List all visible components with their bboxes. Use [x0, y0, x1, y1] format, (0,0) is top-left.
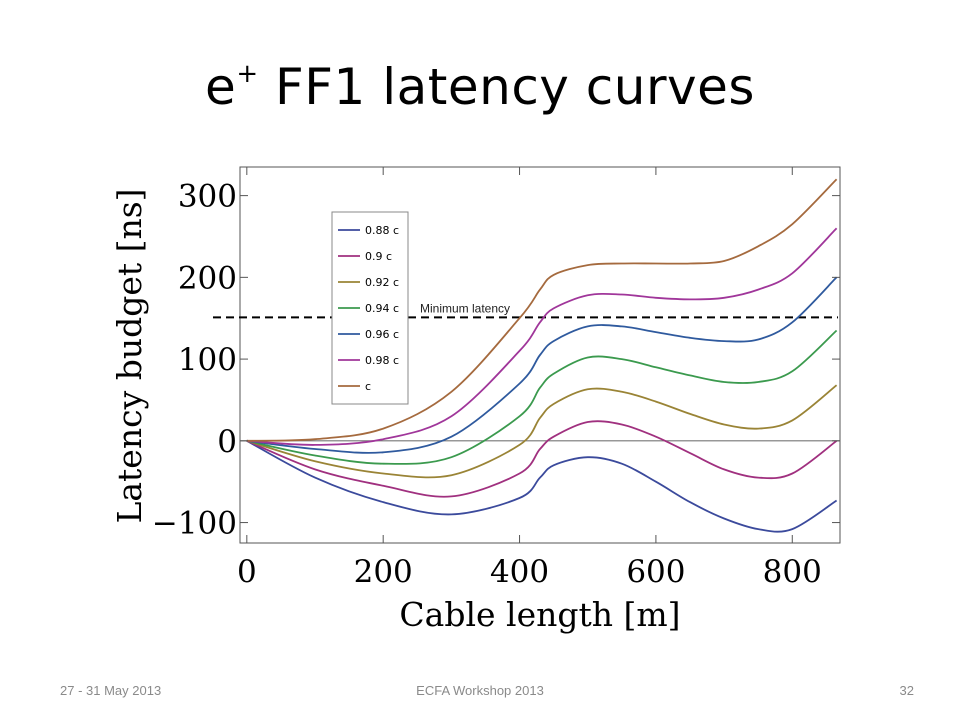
legend-label-1: 0.9 c [365, 250, 392, 263]
footer-page-number: 32 [899, 683, 914, 698]
series-line-1 [246, 420, 838, 498]
title-superscript: + [236, 59, 259, 89]
minimum-latency-label: Minimum latency [420, 301, 510, 315]
series-line-5 [246, 227, 838, 446]
legend-label-0: 0.88 c [365, 224, 399, 237]
series-line-3 [246, 329, 838, 465]
y-tick-label: 100 [178, 342, 237, 378]
x-tick-label: 400 [490, 554, 549, 590]
footer-event: ECFA Workshop 2013 [416, 683, 544, 698]
y-tick-label: 0 [217, 424, 237, 460]
legend-label-2: 0.92 c [365, 276, 399, 289]
y-tick-label: 200 [178, 260, 237, 296]
y-tick-label: 300 [178, 179, 237, 215]
title-rest: FF1 latency curves [258, 58, 755, 116]
y-tick-label: −100 [152, 506, 237, 542]
legend-label-4: 0.96 c [365, 328, 399, 341]
series-line-0 [246, 440, 838, 533]
legend-label-5: 0.98 c [365, 354, 399, 367]
y-axis-label: Latency budget [ns] [110, 188, 149, 523]
slide-title: e+ FF1 latency curves [0, 58, 960, 116]
x-tick-label: 0 [237, 554, 257, 590]
legend-label-3: 0.94 c [365, 302, 399, 315]
series-line-6 [246, 178, 838, 442]
x-tick-label: 200 [354, 554, 413, 590]
footer-date: 27 - 31 May 2013 [60, 683, 162, 698]
x-axis-label: Cable length [m] [399, 595, 680, 634]
series-line-2 [246, 384, 838, 479]
legend-box [331, 211, 409, 405]
legend-label-6: c [365, 380, 371, 393]
title-main: e [205, 58, 237, 116]
x-tick-label: 800 [763, 554, 822, 590]
x-tick-label: 600 [626, 554, 685, 590]
series-line-4 [246, 276, 838, 454]
